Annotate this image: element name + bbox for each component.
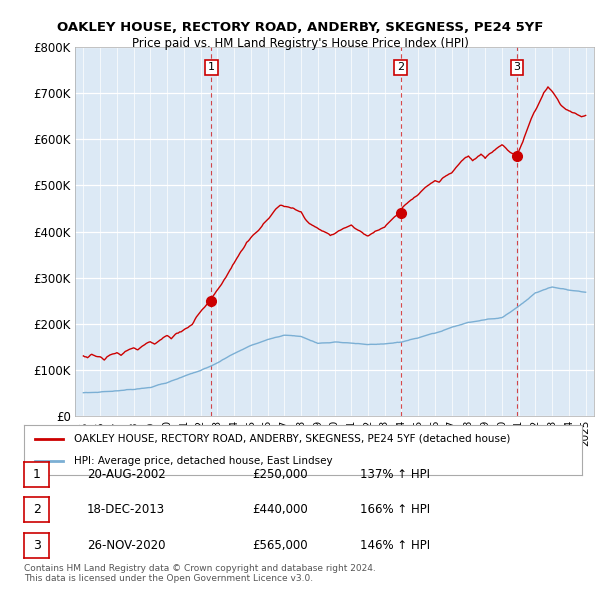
- Text: 1: 1: [208, 63, 215, 73]
- Text: £250,000: £250,000: [252, 468, 308, 481]
- Text: Price paid vs. HM Land Registry's House Price Index (HPI): Price paid vs. HM Land Registry's House …: [131, 37, 469, 50]
- Text: 20-AUG-2002: 20-AUG-2002: [87, 468, 166, 481]
- Text: 2: 2: [32, 503, 41, 516]
- Text: £440,000: £440,000: [252, 503, 308, 516]
- Text: 2: 2: [397, 63, 404, 73]
- Text: 26-NOV-2020: 26-NOV-2020: [87, 539, 166, 552]
- Text: OAKLEY HOUSE, RECTORY ROAD, ANDERBY, SKEGNESS, PE24 5YF (detached house): OAKLEY HOUSE, RECTORY ROAD, ANDERBY, SKE…: [74, 434, 511, 444]
- Text: 146% ↑ HPI: 146% ↑ HPI: [360, 539, 430, 552]
- Text: 137% ↑ HPI: 137% ↑ HPI: [360, 468, 430, 481]
- Text: OAKLEY HOUSE, RECTORY ROAD, ANDERBY, SKEGNESS, PE24 5YF: OAKLEY HOUSE, RECTORY ROAD, ANDERBY, SKE…: [57, 21, 543, 34]
- Text: 3: 3: [32, 539, 41, 552]
- Text: 166% ↑ HPI: 166% ↑ HPI: [360, 503, 430, 516]
- Text: HPI: Average price, detached house, East Lindsey: HPI: Average price, detached house, East…: [74, 456, 333, 466]
- Text: 18-DEC-2013: 18-DEC-2013: [87, 503, 165, 516]
- Text: 1: 1: [32, 468, 41, 481]
- Text: £565,000: £565,000: [252, 539, 308, 552]
- Text: Contains HM Land Registry data © Crown copyright and database right 2024.
This d: Contains HM Land Registry data © Crown c…: [24, 563, 376, 583]
- Text: 3: 3: [514, 63, 520, 73]
